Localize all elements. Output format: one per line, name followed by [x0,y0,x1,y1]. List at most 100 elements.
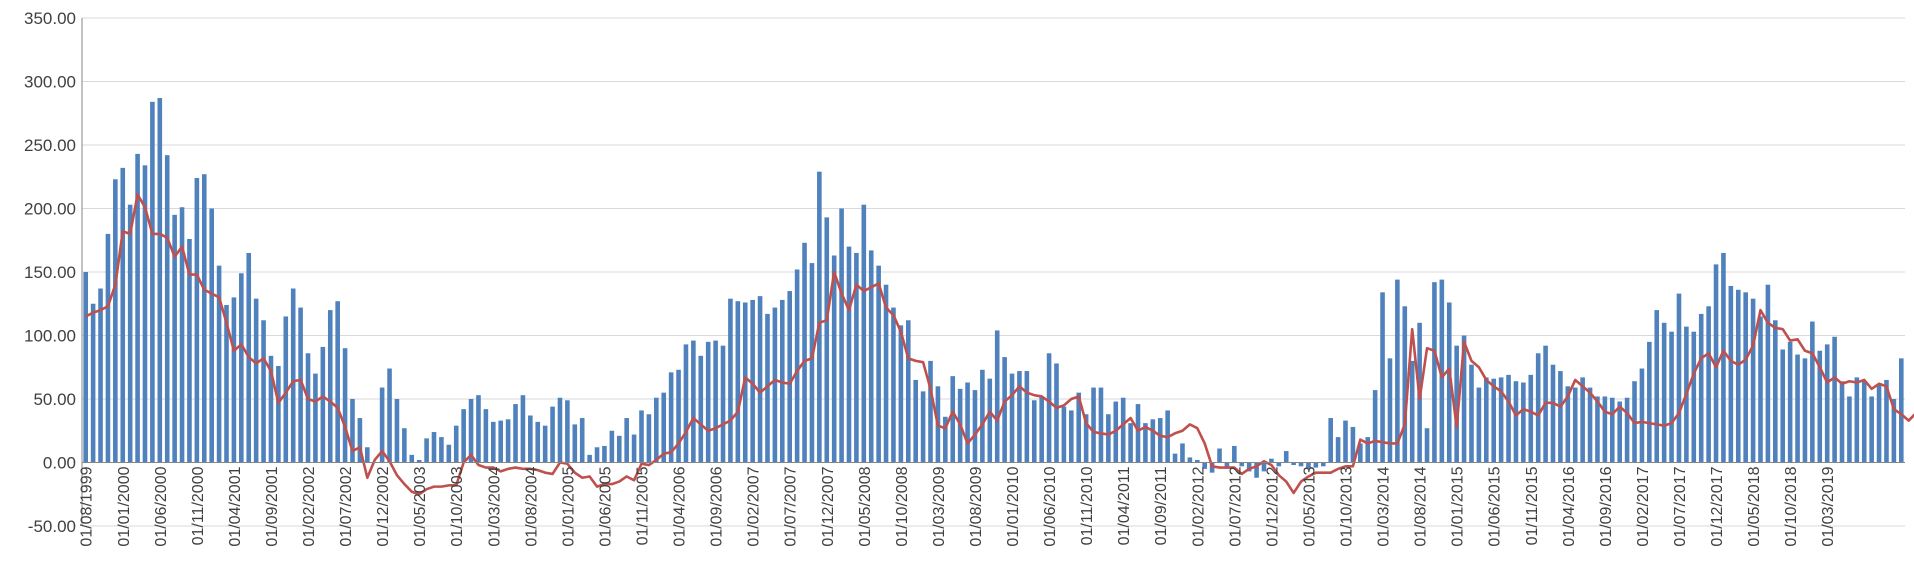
bar [1572,387,1578,463]
bar [1884,379,1889,463]
x-tick-label: 01/03/2004 [486,466,503,546]
bar [1335,437,1341,463]
bar [550,406,555,463]
bar [1698,313,1704,463]
bar [1550,364,1556,463]
x-tick-label: 01/06/2000 [153,466,170,546]
bar [1691,331,1697,463]
bar [1180,443,1185,463]
bar [1046,353,1052,463]
bar [201,174,207,463]
bar [972,390,978,463]
bar [809,263,815,463]
bar [1313,462,1319,468]
bar [1506,374,1511,463]
bar [1387,358,1393,463]
bar [90,303,96,463]
bar [1402,306,1408,463]
bar [1498,377,1504,463]
bar [290,288,296,463]
bar [1054,363,1059,463]
bar [1580,377,1585,463]
bar [1017,371,1022,463]
bar [1824,344,1830,463]
bar [1535,353,1541,463]
bar [1617,401,1622,463]
x-tick-label: 01/08/1999 [79,466,96,546]
line-series-path [85,193,1914,496]
bar [98,288,103,463]
x-tick-label: 01/09/2001 [264,466,281,546]
bar [950,376,956,463]
bar [83,272,89,463]
bar [1002,357,1007,463]
bar [1721,252,1726,463]
bar [1587,387,1593,463]
bar [1647,341,1652,463]
bar [1765,284,1771,463]
bar [461,409,466,463]
bar [231,297,237,463]
bar [1476,387,1482,463]
bar [120,167,126,463]
bar [683,344,689,463]
bar [1172,453,1178,463]
bar [402,428,407,463]
bar [1365,437,1371,463]
x-tick-label: 01/08/2004 [523,466,540,546]
bar [453,425,459,463]
bar [1128,423,1133,463]
bar [276,365,281,463]
bar [1810,321,1815,463]
x-tick-label: 01/10/2003 [449,466,466,546]
bar [1291,462,1296,466]
bar [1269,458,1274,463]
x-tick-label: 01/07/2012 [1227,466,1244,546]
bar [1446,302,1452,463]
bar [654,397,659,463]
bar [1839,381,1845,463]
x-tick-label: 01/01/2005 [560,466,577,546]
x-tick-label: 01/11/2000 [190,466,207,545]
bar [253,298,259,463]
bar [1091,387,1096,463]
bar [105,233,111,463]
bar [1735,289,1741,463]
bar [387,368,392,463]
bar [1343,420,1348,463]
bar [943,416,948,463]
bar [876,265,881,463]
axes [81,18,1905,526]
bar [1061,406,1067,463]
bar [1098,387,1104,463]
bar [431,432,437,463]
bar [1232,445,1237,463]
bar [691,340,696,463]
x-tick-label: 01/11/2005 [634,466,651,545]
bar [1491,378,1497,463]
bar [179,207,185,463]
x-tick-label: 01/01/2000 [116,466,133,546]
x-tick-label: 01/12/2017 [1709,466,1726,546]
bar [794,269,800,463]
bar [150,101,155,463]
bar [1891,399,1897,463]
bar [624,418,629,463]
bar [216,265,222,463]
bar [224,305,229,463]
x-tick-label: 01/09/2016 [1598,466,1615,546]
bar [772,307,778,463]
x-tick-label: 01/04/2001 [227,466,244,546]
y-tick-label: -50.00 [28,517,76,536]
bar [1624,397,1630,463]
x-tick-label: 01/10/2013 [1339,466,1356,546]
bar [1706,306,1711,463]
bar [1202,462,1207,469]
bar [817,171,822,463]
bar [1439,279,1445,463]
bar [342,348,348,463]
bar [1469,364,1474,463]
x-tick-label: 01/10/2008 [894,466,911,546]
bar [1246,462,1252,472]
